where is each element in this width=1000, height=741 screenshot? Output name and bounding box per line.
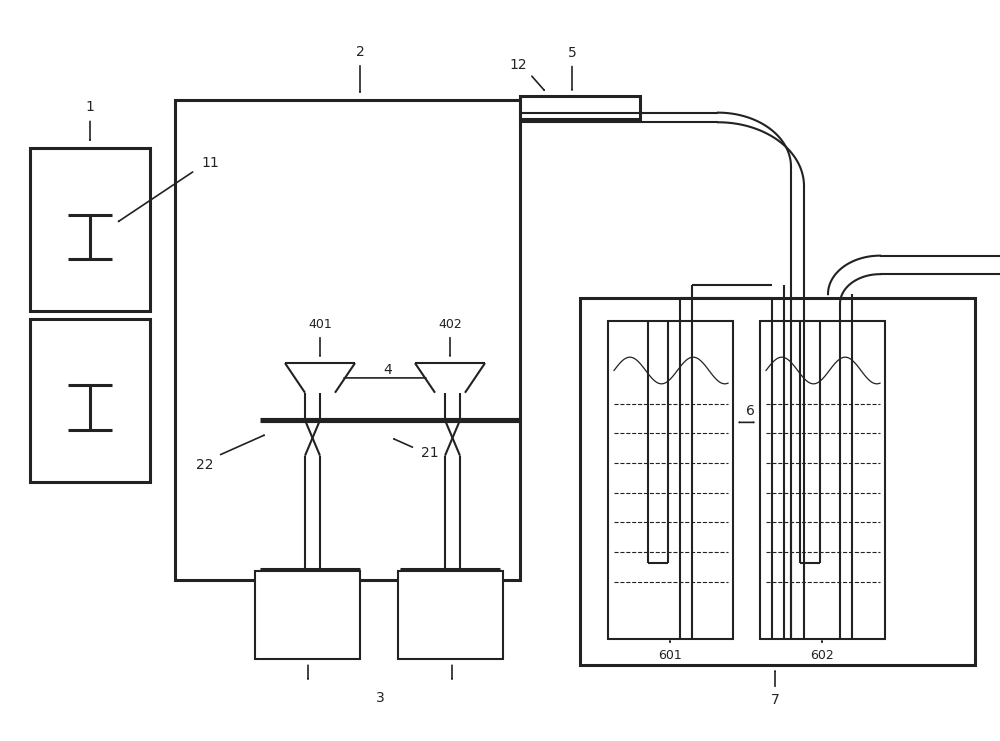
Bar bbox=[398, 571, 503, 659]
Text: 602: 602 bbox=[810, 649, 834, 662]
Text: 401: 401 bbox=[308, 318, 332, 331]
Bar bbox=[30, 148, 150, 311]
Text: 12: 12 bbox=[509, 59, 527, 72]
Text: 4: 4 bbox=[384, 364, 392, 377]
Text: 2: 2 bbox=[356, 45, 364, 59]
Bar bbox=[520, 96, 640, 119]
Text: 22: 22 bbox=[196, 458, 214, 471]
Text: 21: 21 bbox=[421, 447, 439, 460]
Bar bbox=[255, 571, 360, 659]
Bar bbox=[608, 321, 733, 639]
Text: 5: 5 bbox=[568, 47, 576, 60]
Text: 1: 1 bbox=[86, 101, 94, 114]
Bar bbox=[760, 321, 885, 639]
Bar bbox=[30, 319, 150, 482]
Text: 6: 6 bbox=[746, 405, 754, 418]
Text: 11: 11 bbox=[201, 156, 219, 170]
Text: 3: 3 bbox=[376, 691, 384, 705]
Text: 601: 601 bbox=[658, 649, 682, 662]
Text: 402: 402 bbox=[438, 318, 462, 331]
Bar bbox=[175, 100, 520, 580]
Text: 7: 7 bbox=[771, 694, 779, 707]
Bar bbox=[580, 298, 975, 665]
